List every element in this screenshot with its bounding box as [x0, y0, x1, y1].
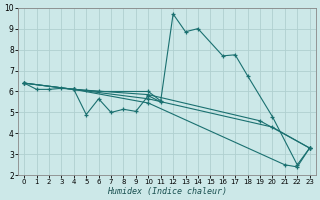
X-axis label: Humidex (Indice chaleur): Humidex (Indice chaleur) [107, 187, 227, 196]
